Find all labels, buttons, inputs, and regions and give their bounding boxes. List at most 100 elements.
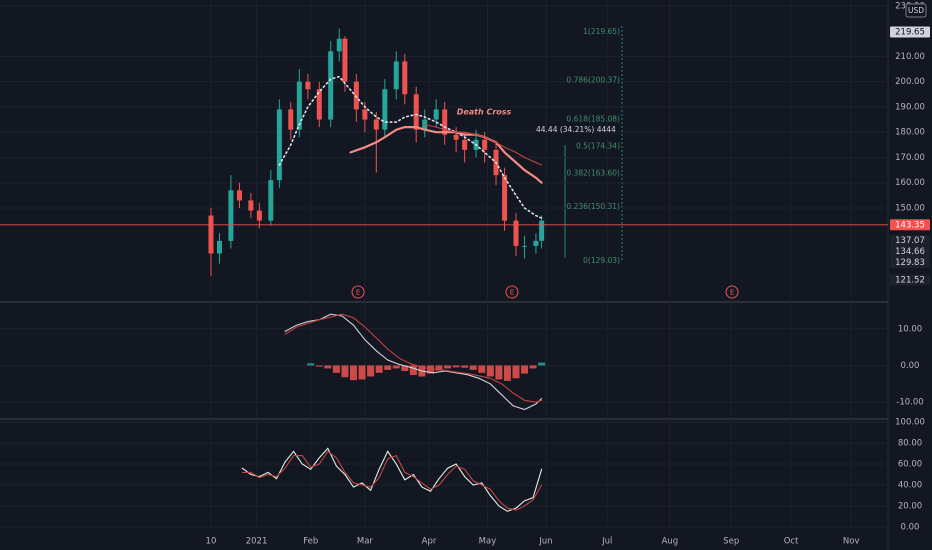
y-tick-label: 60.00 xyxy=(898,460,922,470)
currency-label[interactable]: USD xyxy=(908,6,924,15)
x-tick-label: May xyxy=(479,537,497,547)
x-tick-label: Nov xyxy=(843,537,860,547)
candle-body xyxy=(276,109,282,181)
earnings-marker xyxy=(351,285,365,299)
y-tick-label: 100.00 xyxy=(895,417,925,427)
histogram-bar xyxy=(538,362,546,366)
y-tick-label: 0.00 xyxy=(901,523,920,533)
earnings-label: E xyxy=(730,289,734,297)
indicator-line xyxy=(284,313,543,411)
candle-body xyxy=(522,245,528,247)
histogram-bar xyxy=(392,365,400,369)
histogram-bar xyxy=(324,365,332,369)
currency-box[interactable] xyxy=(905,3,927,18)
candle-body xyxy=(373,119,379,130)
price-marker-box xyxy=(890,219,930,231)
histogram-bar xyxy=(375,365,383,373)
histogram-bar xyxy=(469,365,477,370)
histogram-bar xyxy=(367,365,375,377)
x-tick-label: 10 xyxy=(206,537,217,547)
candle-body xyxy=(513,220,519,246)
histogram-bar xyxy=(452,365,460,368)
fib-label: 0.786(200.37) xyxy=(566,76,620,85)
histogram-bar xyxy=(529,365,537,369)
histogram-bar xyxy=(521,365,529,374)
x-tick-label: Mar xyxy=(357,537,374,547)
candle-body xyxy=(236,190,242,201)
histogram-bar xyxy=(478,365,486,373)
price-marker-label: 143.35 xyxy=(895,220,925,230)
earnings-marker xyxy=(505,285,519,299)
histogram-bar xyxy=(409,365,417,376)
candle-body xyxy=(305,81,311,90)
y-tick-label: 80.00 xyxy=(898,439,922,449)
candle-body xyxy=(228,190,234,241)
candle-body xyxy=(382,89,388,130)
indicator-line xyxy=(278,75,543,219)
candle-body xyxy=(256,210,262,221)
y-tick-label: 190.00 xyxy=(895,102,925,112)
histogram-bar xyxy=(512,365,520,379)
y-tick-label: 180.00 xyxy=(895,128,925,138)
histogram-bar xyxy=(495,365,503,380)
candle-body xyxy=(336,38,342,52)
candle-body xyxy=(248,200,254,211)
x-tick-label: 2021 xyxy=(246,537,268,547)
y-tick-label: 160.00 xyxy=(895,178,925,188)
histogram-bar xyxy=(341,365,349,378)
indicator-line xyxy=(241,450,543,511)
y-tick-label: 0.00 xyxy=(901,361,920,371)
histogram-bar xyxy=(461,365,469,368)
earnings-marker xyxy=(725,285,739,299)
price-marker-box xyxy=(890,274,930,286)
histogram-bar xyxy=(401,365,409,371)
death-cross-label: Death Cross xyxy=(457,108,512,117)
candle-body xyxy=(413,94,419,130)
indicator-line xyxy=(349,126,543,184)
candle-body xyxy=(502,175,508,221)
price-marker-label: 134.66 xyxy=(895,247,925,257)
indicator-line xyxy=(284,313,543,403)
price-marker-label: 219.65 xyxy=(895,27,925,37)
candle-body xyxy=(208,215,214,254)
x-tick-label: Jul xyxy=(601,537,612,547)
histogram-bar xyxy=(486,365,494,377)
candle-body xyxy=(296,81,302,130)
y-tick-label: 210.00 xyxy=(895,52,925,62)
candle-body xyxy=(353,81,359,110)
price-marker-label: 121.52 xyxy=(895,275,925,285)
histogram-bar xyxy=(426,365,434,374)
candle-body xyxy=(328,51,334,120)
candle-body xyxy=(217,240,223,254)
histogram-bar xyxy=(349,365,357,381)
candle-body xyxy=(268,180,274,221)
x-tick-label: Sep xyxy=(723,537,739,547)
price-marker-box xyxy=(890,246,930,258)
fib-label: 0(129.03) xyxy=(583,256,620,265)
y-tick-label: -10.00 xyxy=(896,398,923,408)
earnings-label: E xyxy=(510,289,514,297)
histogram-bar xyxy=(503,365,511,381)
histogram-bar xyxy=(384,365,392,370)
fib-label: 1(219.65) xyxy=(583,27,620,36)
x-tick-label: Jun xyxy=(538,537,552,547)
y-tick-label: 150.00 xyxy=(895,204,925,214)
histogram-bar xyxy=(315,365,323,367)
price-marker-box xyxy=(890,257,930,269)
y-tick-label: 20.00 xyxy=(898,502,922,512)
price-marker-box xyxy=(890,26,930,38)
price-marker-box xyxy=(890,235,930,247)
candle-body xyxy=(453,134,459,140)
candle-body xyxy=(402,61,408,95)
x-tick-label: Feb xyxy=(303,537,318,547)
histogram-bar xyxy=(435,365,443,371)
x-tick-label: Apr xyxy=(422,537,437,547)
indicator-line xyxy=(424,124,543,166)
earnings-label: E xyxy=(356,289,360,297)
price-marker-label: 137.07 xyxy=(895,236,925,246)
candle-body xyxy=(442,109,448,135)
candle-body xyxy=(433,109,439,120)
x-tick-label: Oct xyxy=(784,537,799,547)
